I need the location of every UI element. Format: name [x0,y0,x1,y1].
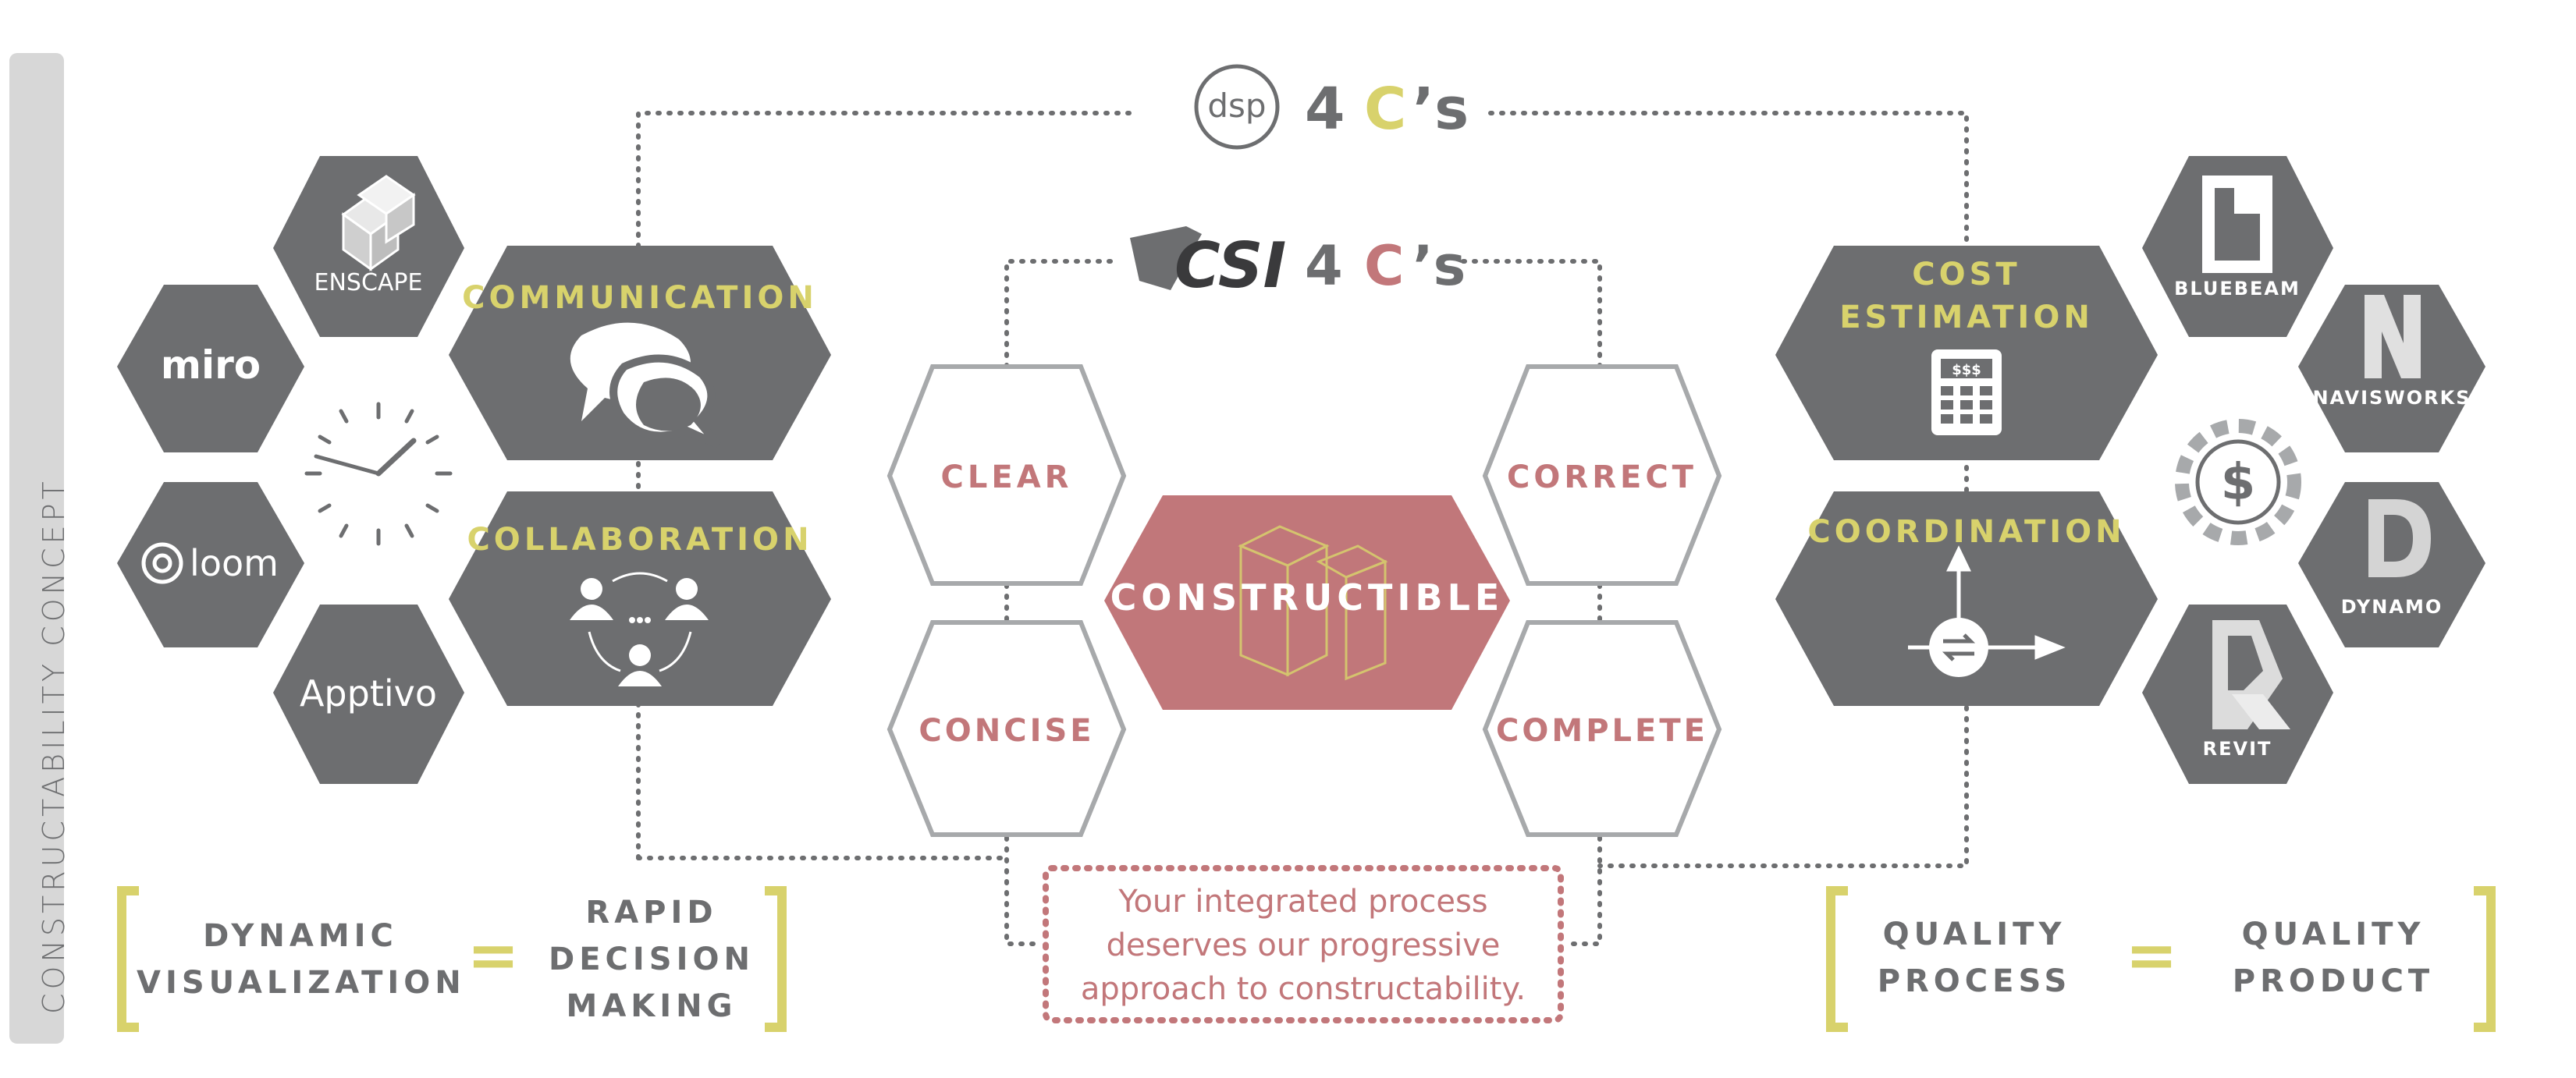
hex-collaboration[interactable]: COLLABORATION [449,491,831,706]
miro-logo: miro [161,342,261,388]
csi-logo-swoosh [1130,226,1202,290]
tool-hex-dynamo[interactable]: DYNAMO [2298,482,2485,647]
bluebeam-label: BLUEBEAM [2174,278,2301,300]
navisworks-icon [2365,295,2421,378]
eq-left-equals: = [467,919,524,991]
eq-left-lhs: DYNAMIC VISUALIZATION [137,913,464,1006]
csi-connector-right [1461,259,1602,369]
bracket-right-open [1826,886,1848,1032]
tagline-box [1043,865,1564,1023]
dsp-header: dsp 4 C ’s [1194,64,1469,150]
gear-dollar-sign: $ [2221,454,2256,512]
eq-left-rhs: RAPID DECISION MAKING [538,889,765,1030]
eq-right-rhs-line1: QUALITY [2241,917,2425,952]
tool-hex-enscape[interactable]: ENSCAPE [273,156,464,337]
eq-right-lhs-line1: QUALITY [1882,917,2066,952]
connector-lines [636,111,1969,946]
dsp-logo-circle [1194,64,1280,150]
revit-label: REVIT [2203,738,2272,760]
eq-right-lhs: QUALITY PROCESS [1857,911,2091,1005]
hex-clear[interactable]: CLEAR [886,364,1127,586]
concise-label: CONCISE [918,713,1094,749]
navisworks-label: NAVISWORKS [2312,387,2471,409]
tool-hex-loom[interactable]: loom [117,482,304,647]
csi-c-letter: C [1364,234,1404,298]
eq-right-lhs-line2: PROCESS [1877,963,2072,999]
hex-cost-estimation[interactable]: COST ESTIMATION $$$ [1775,246,2158,460]
cost-line2: ESTIMATION [1839,300,2094,335]
coordination-label: COORDINATION [1807,514,2125,550]
cost-line1: COST [1912,257,2020,293]
tagline-line2: deserves our progressive [1106,927,1501,963]
eq-right-rhs-line2: PRODUCT [2232,963,2435,999]
bracket-right-close [2474,886,2496,1032]
bluebeam-icon [2202,176,2272,273]
building-icon [1238,525,1388,681]
tagline: Your integrated process deserves our pro… [1046,866,1561,1022]
hex-constructible[interactable]: CONSTRUCTIBLE [1104,495,1510,710]
eq-right-rhs: QUALITY PRODUCT [2216,911,2450,1005]
dsp-suffix: ’s [1412,76,1469,143]
calculator-icon: $$$ [1931,349,2002,435]
bracket-left-open [117,886,139,1032]
hex-communication[interactable]: COMMUNICATION [449,246,831,460]
dsp-number: 4 [1305,76,1345,143]
hex-concise[interactable]: CONCISE [886,620,1127,837]
team-icon [570,578,709,686]
dsp-logo-text: dsp [1207,87,1266,125]
csi-header: CSI 4 C ’s [1130,226,1466,302]
enscape-icon [341,175,416,271]
collaboration-label: COLLABORATION [467,522,812,558]
tool-hex-miro[interactable]: miro [117,285,304,452]
complete-label: COMPLETE [1496,713,1708,749]
enscape-label: ENSCAPE [314,269,423,296]
chat-bubbles-icon [570,322,721,449]
eq-left-lhs-line1: DYNAMIC [203,918,398,954]
apptivo-logo: Apptivo [300,672,437,715]
tool-hex-bluebeam[interactable]: BLUEBEAM [2142,156,2333,337]
constructible-label: CONSTRUCTIBLE [1110,576,1505,619]
hex-complete[interactable]: COMPLETE [1482,620,1722,837]
hex-correct[interactable]: CORRECT [1482,364,1722,586]
eq-left-rhs-line2: DECISION [549,941,755,977]
loom-logo: loom [190,542,279,584]
csi-logo-text: CSI [1174,229,1286,302]
tagline-line1: Your integrated process [1118,884,1488,920]
correct-label: CORRECT [1507,459,1697,495]
revit-icon [2212,620,2290,729]
equation-right-graphics [1826,886,2496,1032]
tool-hex-revit[interactable]: REVIT [2142,605,2333,784]
sidebar-bar [9,53,64,1044]
hex-coordination[interactable]: COORDINATION [1775,491,2158,706]
tagline-link-left [1004,824,1044,946]
dynamo-icon [2368,499,2431,577]
eq-left-rhs-line3: MAKING [566,988,737,1024]
bracket-left-close [765,886,787,1032]
csi-suffix: ’s [1412,234,1466,298]
coordinate-axes-icon [1908,545,2066,677]
eq-left-rhs-line1: RAPID [585,895,718,931]
tool-hex-navisworks[interactable]: NAVISWORKS [2298,285,2485,452]
csi-connector-left [1004,259,1118,369]
dsp-connector-left [636,111,1134,860]
team-connector-arcs [588,572,692,672]
tagline-line3: approach to constructability. [1080,971,1526,1007]
clock-icon [304,402,453,546]
tagline-link-right [1562,824,1602,946]
csi-number: 4 [1305,234,1343,298]
equation-left-graphics [117,886,787,1032]
clear-label: CLEAR [941,459,1073,495]
dynamo-label: DYNAMO [2341,596,2443,618]
eq-left-lhs-line2: VISUALIZATION [137,965,466,1001]
eq-right-equals: = [2125,919,2183,991]
communication-label: COMMUNICATION [462,280,818,316]
gear-dollar-icon: $ [2175,419,2301,545]
tool-hex-apptivo[interactable]: Apptivo [273,605,464,784]
dsp-connector-right [1488,111,1969,868]
calculator-display: $$$ [1952,362,1981,378]
loom-icon [141,542,183,584]
dsp-c-letter: C [1364,76,1406,143]
